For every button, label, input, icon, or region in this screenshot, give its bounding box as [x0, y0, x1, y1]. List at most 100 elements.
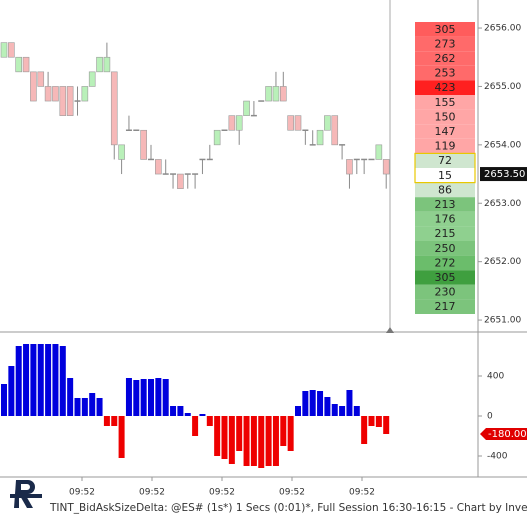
delta-bar — [324, 397, 331, 416]
footer: TINT_BidAskSizeDelta: @ES# (1s*) 1 Secs … — [49, 502, 527, 514]
ladder-cell — [415, 109, 475, 125]
ladder-cell — [415, 65, 475, 81]
candle-body — [279, 86, 287, 102]
candle-body — [110, 71, 118, 146]
delta-bar — [59, 346, 66, 416]
ladder-size: 253 — [435, 67, 456, 80]
candle-body — [103, 56, 111, 73]
delta-bar — [228, 416, 235, 464]
candle-body — [213, 129, 221, 146]
delta-bar — [206, 416, 213, 426]
delta-bar — [258, 416, 265, 468]
delta-bar — [368, 416, 375, 426]
time-label: 09:52 — [209, 488, 235, 498]
ladder-cell — [415, 182, 475, 198]
ladder-cell — [415, 36, 475, 52]
ladder-cell — [415, 197, 475, 212]
candle-body — [52, 86, 59, 102]
ladder-inside-market — [414, 152, 476, 184]
ladder-size: 272 — [435, 256, 456, 269]
ladder-size: 155 — [435, 96, 456, 109]
delta-bar — [236, 416, 243, 451]
ladder-cell — [415, 95, 475, 110]
ladder-size: 213 — [435, 198, 456, 211]
candle-body — [287, 115, 294, 131]
candle-body — [228, 115, 236, 131]
ladder-size: 86 — [438, 183, 452, 196]
ladder-cell — [415, 168, 475, 183]
ladder-size: 305 — [435, 271, 456, 284]
ladder-cell — [415, 284, 475, 300]
candle-body — [88, 71, 96, 87]
cursor-marker — [386, 327, 394, 333]
ladder-size: 273 — [435, 37, 456, 50]
ladder-cell — [415, 270, 475, 285]
logo — [8, 478, 44, 514]
ladder-cell — [415, 22, 475, 37]
ladder-size: 72 — [438, 154, 452, 167]
time-label: 09:52 — [349, 488, 375, 498]
candle-body — [265, 86, 272, 102]
ladder-size: 230 — [435, 286, 456, 299]
delta-bar — [295, 406, 301, 416]
delta-bar — [265, 416, 272, 466]
delta-bar — [317, 391, 324, 416]
ladder-size: 119 — [435, 140, 456, 153]
ladder-size: 262 — [435, 52, 456, 65]
candle-body — [155, 159, 162, 175]
candle-body — [22, 56, 30, 73]
candle-body — [81, 86, 89, 102]
candle-body — [15, 56, 22, 73]
candle-body — [177, 173, 184, 189]
delta-bar — [184, 413, 191, 416]
ladder-size: 305 — [435, 23, 456, 36]
delta-bar — [111, 416, 118, 426]
ladder-cell — [415, 211, 475, 227]
ladder-size: 215 — [435, 227, 456, 240]
delta-bar — [192, 416, 199, 436]
candle-body — [66, 86, 74, 116]
delta-bar — [118, 416, 125, 458]
delta-bar — [272, 416, 279, 466]
ladder-cell — [415, 124, 475, 139]
candle-body — [382, 159, 390, 175]
delta-bar — [89, 393, 96, 416]
candle-body — [8, 42, 15, 58]
candle-body — [96, 56, 103, 73]
candle-body — [235, 115, 243, 131]
y-tick-label: 400 — [487, 372, 504, 382]
delta-bar — [8, 366, 15, 416]
y-tick-label: 0 — [487, 412, 493, 422]
logo-bar — [10, 494, 42, 498]
candle-body — [37, 71, 45, 87]
ladder-cell — [415, 51, 475, 66]
delta-bar — [383, 416, 390, 434]
delta-bar — [155, 378, 162, 416]
delta-bar — [140, 379, 147, 416]
delta-bar — [214, 416, 221, 456]
delta-bar — [133, 380, 140, 416]
delta-bar — [302, 391, 309, 416]
delta-bar — [162, 379, 169, 416]
time-label: 09:52 — [139, 488, 165, 498]
candle-body — [294, 115, 302, 131]
candle-body — [331, 115, 339, 146]
time-label: 09:52 — [69, 488, 95, 498]
delta-bar — [148, 379, 154, 416]
delta-bar — [353, 406, 360, 416]
y-tick-label: 2654.00 — [484, 140, 521, 150]
delta-bar — [221, 416, 228, 459]
ladder-cell — [415, 255, 475, 271]
delta-bar — [280, 416, 287, 446]
ladder-size: 147 — [435, 125, 456, 138]
y-tick-label: 2652.00 — [484, 257, 521, 267]
ladder-cell — [415, 138, 475, 154]
delta-bar — [45, 344, 52, 416]
candle-body — [44, 86, 52, 102]
delta-bar — [339, 406, 346, 416]
delta-bar — [30, 344, 37, 416]
delta-bar — [96, 398, 103, 416]
candle-body — [140, 129, 147, 160]
ladder-cell — [415, 226, 475, 241]
